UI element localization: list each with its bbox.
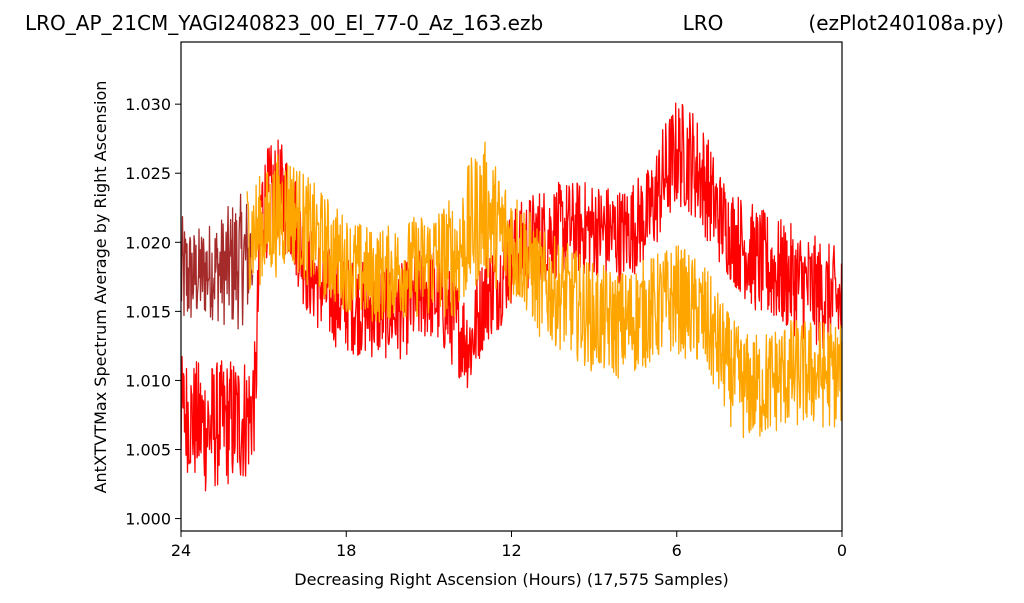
- y-tick-label: 1.030: [125, 95, 171, 114]
- header-filename: LRO_AP_21CM_YAGI240823_00_El_77-0_Az_163…: [25, 11, 543, 35]
- series-line-2: [246, 141, 842, 439]
- series-layer: [181, 102, 842, 492]
- y-axis-label: AntXTVTMax Spectrum Average by Right Asc…: [91, 81, 110, 494]
- y-tick-label: 1.010: [125, 371, 171, 390]
- x-axis-label: Decreasing Right Ascension (Hours) (17,5…: [294, 570, 728, 589]
- y-tick-label: 1.020: [125, 233, 171, 252]
- y-axis: 1.000 1.005 1.010 1.015 1.020 1.025 1.030: [125, 95, 181, 529]
- y-tick-label: 1.000: [125, 510, 171, 529]
- header-observatory: LRO: [683, 11, 724, 35]
- y-tick-label: 1.005: [125, 441, 171, 460]
- y-tick-label: 1.015: [125, 302, 171, 321]
- y-tick-label: 1.025: [125, 164, 171, 183]
- x-tick-label: 0: [837, 541, 847, 560]
- x-tick-label: 24: [171, 541, 191, 560]
- x-tick-label: 6: [672, 541, 682, 560]
- x-axis: 24 18 12 6 0: [171, 531, 847, 560]
- x-tick-label: 12: [501, 541, 521, 560]
- x-tick-label: 18: [336, 541, 356, 560]
- header-script: (ezPlot240108a.py): [808, 11, 1004, 35]
- series-line-0: [181, 193, 254, 330]
